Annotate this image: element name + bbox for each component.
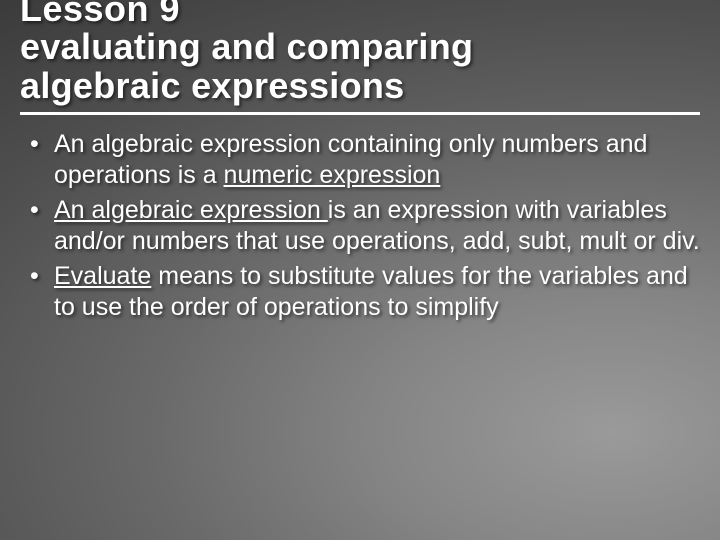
underlined-term: numeric expression xyxy=(224,161,441,189)
title-line-1: evaluating and comparing xyxy=(20,28,700,67)
title-block: Lesson 9 evaluating and comparing algebr… xyxy=(20,0,700,115)
bullet-list: An algebraic expression containing only … xyxy=(20,129,700,323)
slide: Lesson 9 evaluating and comparing algebr… xyxy=(0,0,720,530)
underlined-term: An algebraic expression xyxy=(54,196,328,224)
list-item: An algebraic expression containing only … xyxy=(26,129,700,191)
underlined-term: Evaluate xyxy=(54,262,151,290)
list-item: Evaluate means to substitute values for … xyxy=(26,261,700,323)
list-item: An algebraic expression is an expression… xyxy=(26,195,700,257)
title-line-2: algebraic expressions xyxy=(20,67,700,106)
lesson-number: Lesson 9 xyxy=(20,0,700,28)
